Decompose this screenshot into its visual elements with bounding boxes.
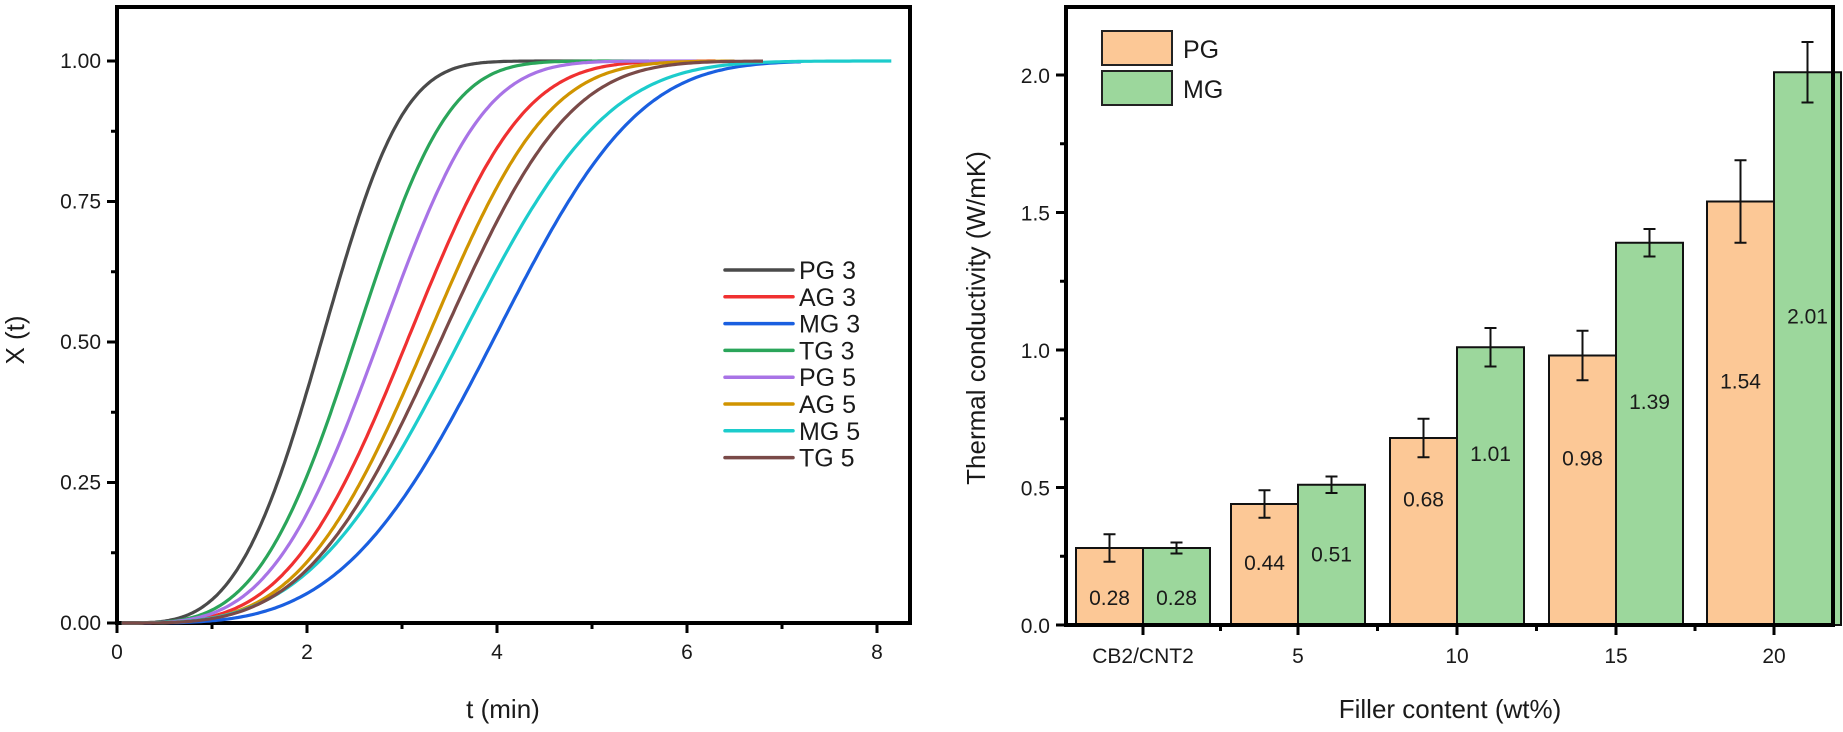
legend-item: MG <box>1101 70 1223 106</box>
bar-pg <box>1230 503 1299 626</box>
legend-swatch <box>1101 30 1173 66</box>
legend-item: MG 3 <box>723 311 860 339</box>
legend-item: PG 3 <box>723 257 856 285</box>
legend-swatch <box>1101 70 1173 106</box>
legend-item: PG <box>1101 30 1219 66</box>
bar-group: 1.39 <box>1615 228 1684 626</box>
y-tick-label: 0.75 <box>60 191 101 214</box>
left-legend: PG 3AG 3MG 3TG 3PG 5AG 5MG 5TG 5 <box>723 257 860 473</box>
x-tick-label: 15 <box>1604 645 1627 668</box>
x-tick-label: 20 <box>1762 645 1785 668</box>
bar-group: 1.54 <box>1706 159 1775 626</box>
bar-value-label: 1.01 <box>1470 443 1511 466</box>
y-tick-label: 0.50 <box>60 331 101 354</box>
bar-value-label: 0.68 <box>1403 489 1444 512</box>
series-line-pg-5 <box>121 59 697 625</box>
legend-item: TG 3 <box>723 337 855 365</box>
y-tick-label: 2.0 <box>1021 65 1050 88</box>
y-tick-label: 0.00 <box>60 612 101 635</box>
bar-value-label: 0.44 <box>1244 552 1285 575</box>
bar-value-label: 1.39 <box>1629 391 1670 414</box>
series-line-tg-5 <box>121 59 763 625</box>
y-tick-label: 0.25 <box>60 472 101 495</box>
left-series-lines <box>121 59 892 625</box>
y-tick-label: 1.00 <box>60 50 101 73</box>
bar-group: 0.98 <box>1548 329 1617 626</box>
bar-mg <box>1773 71 1842 626</box>
x-tick-label: 6 <box>681 641 693 664</box>
conductivity-chart: 0.28 0.280.44 0.510.681.01 0.981.391.542.01… <box>961 5 1842 724</box>
right-legend: PG MG <box>1101 30 1223 106</box>
bar-value-label: 0.28 <box>1156 587 1197 610</box>
legend-label: TG 3 <box>799 337 855 365</box>
legend-item: TG 5 <box>723 445 855 473</box>
legend-item: AG 3 <box>723 284 856 312</box>
y-tick-label: 0.0 <box>1021 615 1050 638</box>
bar-group: 0.28 <box>1142 541 1211 626</box>
right-x-axis-title: Filler content (wt%) <box>1339 694 1562 724</box>
legend-label: TG 5 <box>799 445 855 473</box>
bar-group: 1.01 <box>1456 327 1525 626</box>
bar-value-label: 2.01 <box>1787 306 1828 329</box>
series-line-mg-5 <box>121 59 892 625</box>
left-y-axis-title: X (t) <box>0 315 30 364</box>
bar-value-label: 0.28 <box>1089 587 1130 610</box>
legend-item: AG 5 <box>723 391 856 419</box>
x-tick-label: 5 <box>1292 645 1304 668</box>
x-tick-label: CB2/CNT2 <box>1092 645 1194 668</box>
right-bars: 0.28 0.28 0.44 0.51 0.68 1.01 0.98 1.39 1.54 2.01 <box>1075 41 1842 626</box>
legend-label: MG 3 <box>799 311 860 339</box>
right-plot-frame <box>1064 5 1835 627</box>
legend-label: MG <box>1183 76 1223 104</box>
series-line-tg-3 <box>121 59 649 625</box>
legend-label: PG <box>1183 36 1219 64</box>
legend-item: PG 5 <box>723 364 856 392</box>
bar-group: 0.51 <box>1297 475 1366 626</box>
left-y-axis: 0.00 0.25 0.50 0.75 1.00 <box>60 50 117 635</box>
x-tick-label: 2 <box>301 641 313 664</box>
bar-pg <box>1389 437 1458 626</box>
bar-group: 0.44 <box>1230 489 1299 626</box>
legend-label: MG 5 <box>799 418 860 446</box>
bar-group: 2.01 <box>1773 41 1842 626</box>
x-tick-label: 8 <box>871 641 883 664</box>
x-tick-label: 0 <box>111 641 123 664</box>
bar-pg <box>1548 354 1617 626</box>
series-line-pg-3 <box>121 59 592 625</box>
legend-label: PG 3 <box>799 257 856 285</box>
series-line-mg-3 <box>121 60 802 625</box>
bar-group: 0.68 <box>1389 417 1458 626</box>
bar-value-label: 1.54 <box>1720 370 1761 393</box>
bar-mg <box>1615 241 1684 626</box>
bar-group: 0.28 <box>1075 533 1144 626</box>
right-x-axis: CB2/CNT2 5 10 15 20 <box>1092 625 1786 668</box>
bar-mg <box>1142 547 1211 626</box>
bar-value-label: 0.98 <box>1562 447 1603 470</box>
right-y-axis-title: Thermal conductivity (W/mK) <box>961 151 991 485</box>
legend-label: AG 3 <box>799 284 856 312</box>
series-line-ag-3 <box>121 59 716 625</box>
left-x-axis-title: t (min) <box>466 694 540 724</box>
legend-item: MG 5 <box>723 418 860 446</box>
left-plot-frame <box>115 5 912 625</box>
y-tick-label: 1.0 <box>1021 340 1050 363</box>
y-tick-label: 1.5 <box>1021 203 1050 226</box>
x-tick-label: 10 <box>1445 645 1468 668</box>
left-x-axis: 0 2 4 6 8 <box>111 623 883 664</box>
legend-label: PG 5 <box>799 364 856 392</box>
bar-mg <box>1456 346 1525 626</box>
bar-value-label: 0.51 <box>1311 543 1352 566</box>
right-y-axis: 0.0 0.5 1.0 1.5 2.0 <box>1021 65 1066 638</box>
y-tick-label: 0.5 <box>1021 478 1050 501</box>
bar-pg <box>1706 200 1775 626</box>
x-tick-label: 4 <box>491 641 503 664</box>
legend-label: AG 5 <box>799 391 856 419</box>
